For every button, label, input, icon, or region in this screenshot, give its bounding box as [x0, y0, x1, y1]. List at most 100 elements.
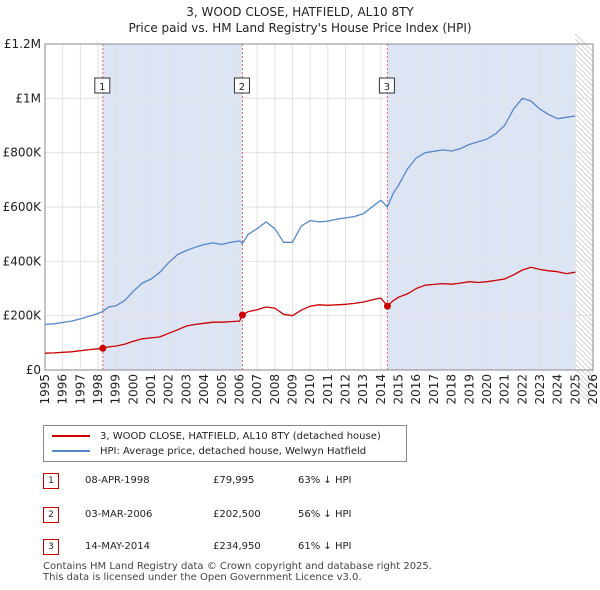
sale-date: 14-MAY-2014	[85, 541, 151, 552]
hatch-line	[575, 283, 594, 302]
legend-swatch-hpi	[52, 450, 90, 452]
hatch-line	[575, 258, 594, 277]
sale-date: 08-APR-1998	[85, 475, 150, 486]
sale-delta: 63% ↓ HPI	[298, 475, 352, 486]
sale-point	[383, 302, 391, 310]
hatch-line	[575, 378, 594, 397]
sale-badge: 3	[43, 539, 59, 555]
hatch-line	[575, 383, 594, 402]
sale-price: £234,950	[213, 541, 261, 552]
footer-attribution: Contains HM Land Registry data © Crown c…	[43, 561, 432, 583]
hatch-line	[575, 43, 594, 62]
hatch-line	[575, 183, 594, 202]
hatch-line	[575, 328, 594, 347]
hatch-line	[575, 153, 594, 172]
sale-price: £79,995	[213, 475, 255, 486]
hatch-line	[575, 303, 594, 322]
hatch-line	[575, 193, 594, 212]
sale-row: 2 03-MAR-2006 £202,500 56% ↓ HPI	[43, 507, 443, 527]
sale-label-number: 2	[239, 82, 245, 93]
y-tick-label: £200K	[3, 309, 43, 323]
hatch-line	[575, 188, 594, 207]
x-tick-label: 2026	[586, 374, 600, 405]
hatch-line	[575, 308, 594, 327]
hatch-line	[575, 148, 594, 167]
hatch-line	[575, 53, 594, 72]
sale-label-box: 2	[233, 77, 250, 94]
sale-delta: 56% ↓ HPI	[298, 509, 352, 520]
hatch-line	[575, 168, 594, 187]
y-tick-label: £0	[26, 363, 41, 377]
hatch-line	[575, 388, 594, 407]
hatch-line	[575, 58, 594, 77]
hatch-line	[575, 208, 594, 227]
sale-point	[99, 344, 107, 352]
x-tick-label: 2013	[356, 374, 370, 405]
sale-price: £202,500	[213, 509, 261, 520]
hatch-line	[575, 293, 594, 312]
x-tick-label: 2014	[374, 374, 388, 405]
x-tick-label: 2018	[445, 374, 459, 405]
hatch-line	[575, 38, 594, 57]
hatch-line	[575, 133, 594, 152]
hatch-line	[575, 98, 594, 117]
hatch-line	[575, 363, 594, 382]
hatch-line	[575, 228, 594, 247]
hatch-line	[575, 213, 594, 232]
x-tick-label: 2025	[568, 374, 582, 405]
x-tick-label: 2010	[303, 374, 317, 405]
x-tick-label: 2024	[551, 374, 565, 405]
hatch-line	[575, 113, 594, 132]
x-tick-label: 2017	[427, 374, 441, 405]
hatch-line	[575, 333, 594, 352]
hatch-line	[575, 48, 594, 67]
hatch-line	[575, 108, 594, 127]
sale-label-frame	[233, 77, 250, 94]
hatch-line	[575, 368, 594, 387]
x-tick-label: 2023	[533, 374, 547, 405]
hatch-line	[575, 338, 594, 357]
future-hatch	[575, 33, 594, 407]
hatch-line	[575, 343, 594, 362]
x-tick-label: 2001	[144, 374, 158, 405]
hatch-line	[575, 78, 594, 97]
chart-subtitle: Price paid vs. HM Land Registry's House …	[128, 21, 472, 35]
hatch-line	[575, 198, 594, 217]
x-tick-label: 2012	[339, 374, 353, 405]
x-tick-label: 1998	[91, 374, 105, 405]
sale-delta: 61% ↓ HPI	[298, 541, 352, 552]
x-tick-label: 2019	[462, 374, 476, 405]
hatch-line	[575, 33, 594, 52]
hatch-line	[575, 238, 594, 257]
x-tick-label: 2004	[197, 374, 211, 405]
hatch-line	[575, 223, 594, 242]
hatch-line	[575, 253, 594, 272]
hatch-line	[575, 93, 594, 112]
hatch-line	[575, 158, 594, 177]
y-tick-label: £400K	[3, 254, 43, 268]
y-tick-label: £600K	[3, 200, 43, 214]
x-tick-label: 2008	[268, 374, 282, 405]
hatch-line	[575, 178, 594, 197]
x-tick-label: 2020	[480, 374, 494, 405]
chart-title: 3, WOOD CLOSE, HATFIELD, AL10 8TY	[186, 5, 414, 19]
sale-row: 1 08-APR-1998 £79,995 63% ↓ HPI	[43, 473, 443, 493]
x-tick-label: 2007	[250, 374, 264, 405]
hatch-line	[575, 323, 594, 342]
sale-label-number: 1	[99, 82, 105, 93]
y-tick-label: £1.2M	[4, 37, 41, 51]
sale-date: 03-MAR-2006	[85, 509, 153, 520]
x-tick-label: 2000	[126, 374, 140, 405]
legend-label-property: 3, WOOD CLOSE, HATFIELD, AL10 8TY (detac…	[100, 430, 381, 442]
hatch-line	[575, 248, 594, 267]
x-tick-label: 2005	[215, 374, 229, 405]
x-tick-label: 2003	[179, 374, 193, 405]
hatch-line	[575, 278, 594, 297]
x-tick-label: 2009	[285, 374, 299, 405]
plot-frame	[44, 43, 594, 371]
x-tick-label: 2002	[162, 374, 176, 405]
x-tick-label: 1995	[38, 374, 52, 405]
hatch-line	[575, 348, 594, 367]
hatch-line	[575, 163, 594, 182]
